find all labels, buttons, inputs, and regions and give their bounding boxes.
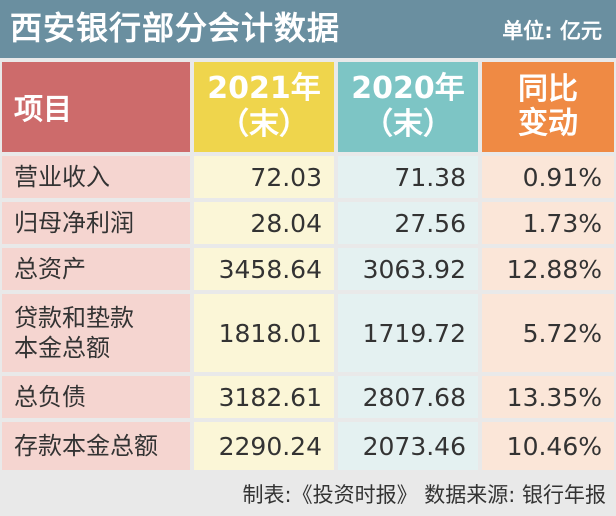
row-label-line2: 本金总额	[14, 334, 110, 362]
cell-2020: 71.38	[338, 156, 478, 198]
table-title: 西安银行部分会计数据	[10, 9, 341, 47]
row-label-text: 总资产	[14, 255, 86, 283]
column-header-item-label: 项目	[14, 92, 73, 126]
column-header-2020-suffix: （末）	[363, 107, 453, 142]
title-bar: 西安银行部分会计数据 单位: 亿元	[0, 0, 616, 58]
table-row-label: 总资产	[2, 248, 190, 290]
row-label-text: 总负债	[14, 383, 86, 411]
cell-yoy: 0.91%	[482, 156, 614, 198]
cell-yoy: 13.35%	[482, 376, 614, 418]
cell-2021: 2290.24	[194, 422, 334, 470]
cell-2020: 27.56	[338, 202, 478, 244]
row-label-text: 归母净利润	[14, 209, 134, 237]
cell-yoy: 12.88%	[482, 248, 614, 290]
table-row-label: 贷款和垫款 本金总额	[2, 294, 190, 372]
cell-2021: 72.03	[194, 156, 334, 198]
column-header-2020-year: 2020年	[351, 71, 465, 106]
column-header-yoy-line2: 变动	[518, 106, 578, 141]
source-footer: 制表:《投资时报》 数据来源: 银行年报	[0, 474, 616, 516]
cell-2020: 3063.92	[338, 248, 478, 290]
column-header-2021-year: 2021年	[207, 71, 321, 106]
cell-2020: 2807.68	[338, 376, 478, 418]
cell-yoy: 5.72%	[482, 294, 614, 372]
column-header-2020: 2020年 （末）	[338, 62, 478, 152]
unit-label: 单位: 亿元	[502, 19, 602, 43]
cell-2021: 3458.64	[194, 248, 334, 290]
table-row-label: 归母净利润	[2, 202, 190, 244]
cell-yoy: 10.46%	[482, 422, 614, 470]
cell-2020: 1719.72	[338, 294, 478, 372]
cell-2021: 1818.01	[194, 294, 334, 372]
column-header-yoy-line1: 同比	[518, 72, 578, 107]
cell-2020: 2073.46	[338, 422, 478, 470]
table-row-label: 存款本金总额	[2, 422, 190, 470]
cell-2021: 28.04	[194, 202, 334, 244]
row-label-text: 营业收入	[14, 163, 110, 191]
column-header-item: 项目	[2, 62, 190, 152]
cell-2021: 3182.61	[194, 376, 334, 418]
row-label-line1: 贷款和垫款	[14, 304, 134, 332]
column-header-2021-suffix: （末）	[219, 107, 309, 142]
column-header-yoy: 同比 变动	[482, 62, 614, 152]
table-row-label: 营业收入	[2, 156, 190, 198]
row-label-text: 存款本金总额	[14, 432, 158, 460]
table-row-label: 总负债	[2, 376, 190, 418]
cell-yoy: 1.73%	[482, 202, 614, 244]
column-header-2021: 2021年 （末）	[194, 62, 334, 152]
